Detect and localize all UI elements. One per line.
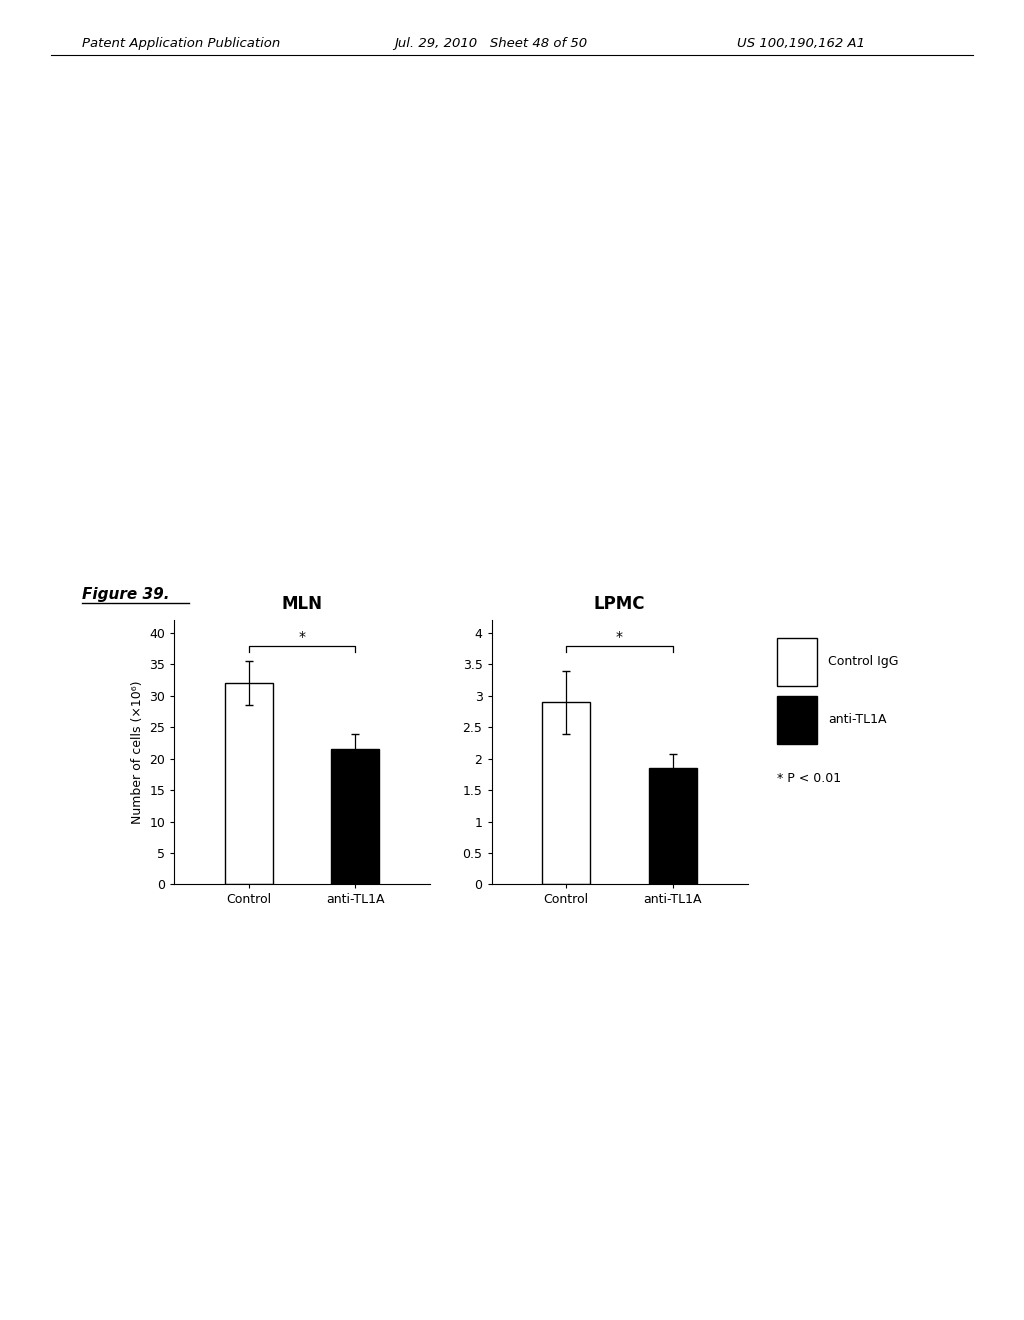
Bar [649,768,697,884]
Bar [777,638,817,685]
Text: *: * [299,630,305,644]
Title: LPMC: LPMC [594,595,645,614]
Bar [332,750,380,884]
Text: *: * [616,630,623,644]
Bar [224,684,272,884]
Text: * P < 0.01: * P < 0.01 [777,772,841,785]
Text: US 100,190,162 A1: US 100,190,162 A1 [737,37,865,50]
Text: Jul. 29, 2010   Sheet 48 of 50: Jul. 29, 2010 Sheet 48 of 50 [394,37,588,50]
Title: MLN: MLN [282,595,323,614]
Y-axis label: Number of cells (×10⁶): Number of cells (×10⁶) [131,681,143,824]
Bar [777,696,817,744]
Text: anti-TL1A: anti-TL1A [828,713,887,726]
Text: Control IgG: Control IgG [828,655,899,668]
Text: Patent Application Publication: Patent Application Publication [82,37,281,50]
Bar [542,702,590,884]
Text: Figure 39.: Figure 39. [82,587,169,602]
